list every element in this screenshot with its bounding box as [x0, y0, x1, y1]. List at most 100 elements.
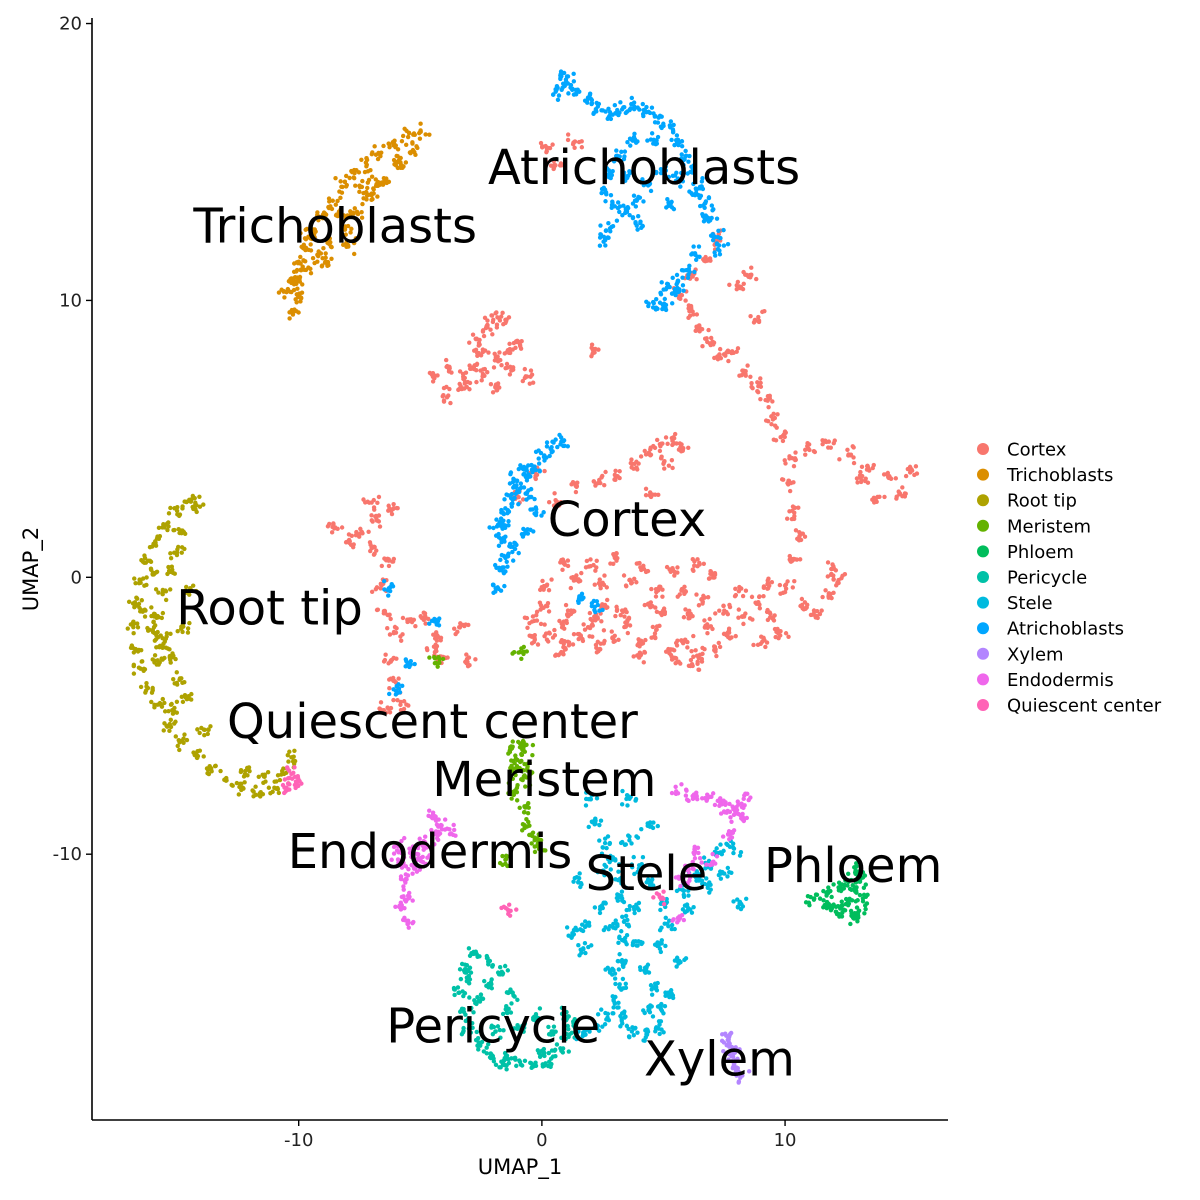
data-point-jitter — [572, 875, 577, 881]
data-point-jitter — [160, 587, 165, 593]
data-point-jitter — [490, 582, 496, 587]
cluster-label: Trichoblasts — [192, 198, 477, 254]
data-point-jitter — [659, 455, 664, 461]
data-point-jitter — [369, 191, 374, 196]
data-point-jitter — [287, 749, 292, 754]
data-point-jitter — [902, 494, 908, 499]
data-point-jitter — [503, 319, 509, 324]
data-point-jitter — [626, 1026, 631, 1032]
data-point-jitter — [682, 957, 687, 963]
data-point-jitter — [836, 888, 842, 893]
data-point-jitter — [517, 759, 523, 765]
data-point-jitter — [497, 350, 502, 355]
data-point-jitter — [514, 798, 520, 803]
data-point-jitter — [447, 386, 452, 392]
data-point-jitter — [695, 557, 700, 562]
data-point-jitter — [517, 340, 522, 345]
data-point-jitter — [414, 144, 419, 149]
legend-label: Pericycle — [1007, 568, 1087, 589]
data-point-jitter — [535, 642, 541, 647]
data-point-jitter — [360, 201, 365, 207]
data-point-jitter — [520, 497, 526, 502]
data-point-jitter — [202, 733, 207, 738]
data-point-jitter — [166, 564, 171, 570]
data-point-jitter — [542, 458, 547, 463]
data-point-jitter — [605, 605, 610, 610]
data-point-jitter — [542, 468, 547, 474]
data-point-jitter — [136, 665, 142, 670]
data-point-jitter — [172, 506, 177, 511]
data-point-jitter — [719, 1038, 725, 1044]
data-point-jitter — [151, 572, 156, 577]
data-point-jitter — [713, 649, 718, 654]
data-point-jitter — [748, 275, 753, 280]
data-point-jitter — [619, 957, 625, 963]
data-point-jitter — [723, 802, 728, 807]
data-point-jitter — [485, 370, 490, 375]
data-point-jitter — [900, 485, 905, 490]
data-point-jitter — [608, 867, 613, 872]
data-point-jitter — [469, 366, 474, 371]
data-point-jitter — [533, 476, 538, 482]
data-point-jitter — [666, 203, 672, 208]
data-point-jitter — [840, 886, 845, 891]
data-point-jitter — [126, 599, 132, 605]
data-point-jitter — [364, 157, 370, 163]
data-point-jitter — [600, 1024, 605, 1029]
data-point-jitter — [175, 512, 180, 517]
data-point-jitter — [849, 898, 855, 903]
legend-label: Quiescent center — [1007, 696, 1162, 717]
data-point-jitter — [754, 276, 759, 282]
data-point-jitter — [401, 706, 407, 712]
data-point-jitter — [701, 219, 707, 224]
data-point-jitter — [542, 622, 547, 627]
data-point-jitter — [154, 662, 159, 667]
data-point-jitter — [667, 991, 672, 996]
data-point-jitter — [595, 1012, 601, 1017]
data-point-jitter — [179, 550, 184, 555]
data-point-jitter — [282, 295, 287, 300]
data-point-jitter — [713, 861, 718, 866]
data-point-jitter — [532, 849, 538, 855]
data-point-jitter — [372, 144, 377, 149]
data-point-jitter — [705, 631, 710, 636]
data-point-jitter — [333, 202, 339, 207]
data-point-jitter — [897, 491, 903, 496]
data-point-jitter — [694, 592, 699, 597]
data-point-jitter — [242, 771, 248, 777]
data-point-jitter — [623, 842, 629, 847]
data-point-jitter — [378, 700, 384, 705]
data-point-jitter — [667, 284, 672, 290]
data-point-jitter — [583, 950, 588, 956]
data-point-jitter — [611, 967, 616, 973]
y-axis-title: UMAP_2 — [19, 527, 44, 611]
data-point-jitter — [718, 842, 723, 847]
data-point-jitter — [171, 527, 176, 533]
data-point-jitter — [710, 234, 716, 239]
data-point-jitter — [612, 638, 618, 644]
data-point-jitter — [566, 91, 571, 96]
data-point-jitter — [398, 634, 403, 639]
data-point-jitter — [364, 189, 369, 195]
data-point-jitter — [168, 657, 173, 663]
data-point-jitter — [601, 628, 607, 633]
data-point-jitter — [688, 657, 694, 663]
data-point-jitter — [387, 710, 393, 715]
data-point-jitter — [520, 747, 525, 753]
data-point-jitter — [509, 746, 515, 751]
data-point-jitter — [545, 601, 551, 606]
data-point-jitter — [403, 160, 409, 165]
data-point-jitter — [765, 578, 770, 583]
data-point-jitter — [513, 541, 518, 546]
data-point-jitter — [151, 619, 156, 624]
data-point-jitter — [675, 278, 681, 283]
data-point-jitter — [593, 618, 598, 623]
data-point-jitter — [359, 530, 364, 535]
data-point-jitter — [857, 892, 863, 898]
data-point-jitter — [714, 216, 720, 221]
data-point-jitter — [825, 574, 831, 579]
data-point-jitter — [600, 845, 606, 850]
data-point-jitter — [623, 913, 629, 919]
data-point-jitter — [727, 844, 733, 850]
data-point-jitter — [669, 137, 674, 143]
